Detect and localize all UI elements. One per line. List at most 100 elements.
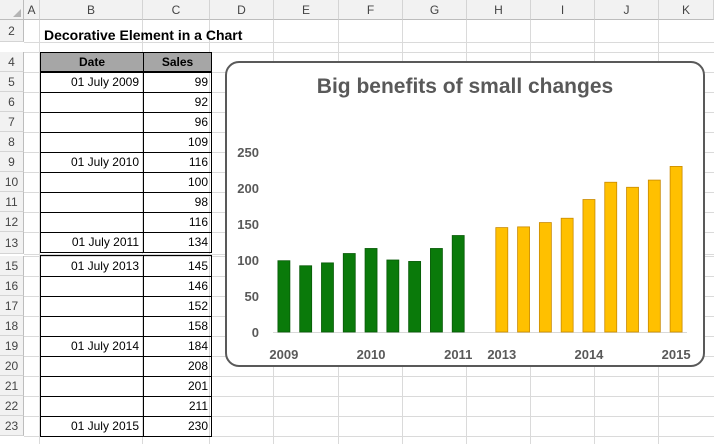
date-cell[interactable] [40,316,143,336]
row-header-5[interactable]: 5 [0,72,24,92]
date-cell[interactable] [40,296,143,316]
column-header-k[interactable]: K [659,0,714,20]
bar[interactable] [430,248,443,333]
bar[interactable] [560,217,574,333]
date-cell[interactable] [40,276,143,296]
bar[interactable] [299,265,313,333]
bar[interactable] [451,235,465,333]
sales-cell[interactable]: 116 [188,155,208,169]
column-header-i[interactable]: I [531,0,595,20]
date-cell[interactable] [40,396,143,416]
bar[interactable] [626,186,639,333]
bar[interactable] [647,179,661,333]
date-cell[interactable]: 01 July 2010 [70,155,139,169]
bar[interactable] [342,253,356,333]
column-header-d[interactable]: D [210,0,274,20]
bar[interactable] [669,166,683,333]
date-cell[interactable] [40,192,143,212]
row-header-20[interactable]: 20 [0,356,24,376]
date-cell[interactable] [40,92,143,112]
bar[interactable] [495,227,509,333]
column-header-b[interactable]: B [40,0,143,20]
row-header-6[interactable]: 6 [0,92,24,112]
date-cell[interactable] [40,356,143,376]
select-all-corner[interactable] [0,0,24,20]
row-header-19[interactable]: 19 [0,336,24,356]
sales-cell[interactable]: 98 [194,195,208,209]
row-header-11[interactable]: 11 [0,192,24,212]
table-row-divider [40,316,212,317]
row-header-15[interactable]: 15 [0,256,24,276]
sales-cell[interactable]: 92 [194,95,208,109]
bar[interactable] [364,248,378,333]
date-cell[interactable] [40,376,143,396]
column-header-j[interactable]: J [595,0,659,20]
sales-chart[interactable]: Big benefits of small changes 0 50 100 150 2… [225,61,705,367]
sales-cell[interactable]: 201 [187,379,208,393]
bar[interactable] [408,261,422,333]
row-header-2[interactable]: 2 [0,20,24,42]
date-cell[interactable]: 01 July 2014 [70,339,139,353]
bar[interactable] [604,181,618,333]
table-row-divider [40,72,212,73]
sales-cell[interactable]: 99 [194,75,208,89]
date-cell[interactable]: 01 July 2013 [70,259,139,273]
sales-cell[interactable]: 211 [188,399,208,413]
x-tick-label: 2013 [487,347,516,362]
date-cell[interactable]: 01 July 2009 [70,75,139,89]
x-tick-label: 2011 [444,347,472,362]
table-row-divider [40,416,212,417]
sheet-title[interactable]: Decorative Element in a Chart [44,27,243,43]
row-header-16[interactable]: 16 [0,276,24,296]
sales-cell[interactable]: 100 [187,175,208,189]
date-cell[interactable] [40,132,143,152]
column-header-f[interactable]: F [339,0,403,20]
row-header-22[interactable]: 22 [0,396,24,416]
sales-cell[interactable]: 116 [188,215,208,229]
bar[interactable] [582,199,596,333]
row-header-12[interactable]: 12 [0,212,24,232]
date-cell[interactable] [40,212,143,232]
column-header-c[interactable]: C [143,0,210,20]
sales-cell[interactable]: 184 [187,339,208,353]
date-column-header[interactable]: Date [40,52,144,72]
bar[interactable] [517,226,530,333]
y-tick-label: 100 [237,253,259,268]
sales-cell[interactable]: 146 [187,279,208,293]
table-row-divider [40,132,212,133]
gridline-h [24,52,714,53]
y-tick-label: 150 [237,217,259,232]
sales-cell[interactable]: 208 [187,359,208,373]
column-header-a[interactable]: A [24,0,40,20]
sales-cell[interactable]: 152 [187,299,208,313]
sales-cell[interactable]: 230 [187,419,208,433]
row-header-21[interactable]: 21 [0,376,24,396]
table-row-divider [40,356,212,357]
bar[interactable] [321,262,334,333]
sales-cell[interactable]: 109 [187,135,208,149]
row-header-7[interactable]: 7 [0,112,24,132]
date-cell[interactable] [40,112,143,132]
column-header-e[interactable]: E [274,0,339,20]
date-cell[interactable]: 01 July 2015 [70,419,139,433]
row-header-17[interactable]: 17 [0,296,24,316]
bar[interactable] [386,259,400,333]
row-header-9[interactable]: 9 [0,152,24,172]
row-header-8[interactable]: 8 [0,132,24,152]
date-cell[interactable]: 01 July 2011 [71,235,139,249]
bar[interactable] [277,260,291,333]
column-header-g[interactable]: G [403,0,467,20]
sales-column-header[interactable]: Sales [143,52,212,72]
row-header-18[interactable]: 18 [0,316,24,336]
row-header-10[interactable]: 10 [0,172,24,192]
sales-cell[interactable]: 158 [187,319,208,333]
row-header-23[interactable]: 23 [0,416,24,436]
sales-cell[interactable]: 96 [194,115,208,129]
date-cell[interactable] [40,172,143,192]
row-header-13[interactable]: 13 [0,232,24,254]
sales-cell[interactable]: 145 [187,259,208,273]
bar[interactable] [538,222,552,333]
column-header-h[interactable]: H [467,0,531,20]
row-header-4[interactable]: 4 [0,52,24,72]
sales-cell[interactable]: 134 [187,235,208,249]
